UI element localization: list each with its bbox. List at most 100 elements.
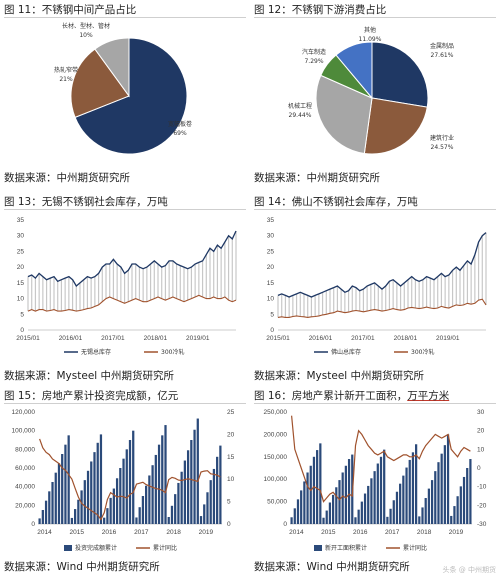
y-tick-label: 60,000 [15, 465, 35, 472]
x-tick-label: 2018 [166, 529, 181, 536]
bar [57, 463, 61, 524]
y-tick-label: 15 [267, 280, 275, 287]
pie-slice [74, 37, 188, 155]
series-line [27, 230, 237, 287]
y2-tick-label: -20 [477, 502, 487, 509]
line-chart: 0 5 10 15 20 25 30 35 2015/01 2016/01 2017/01 2018/… [16, 217, 237, 356]
bar [216, 456, 219, 524]
bar [347, 459, 351, 524]
bar [363, 493, 367, 524]
bar [434, 471, 437, 524]
data-source: 数据来源：Mysteel 中州期货研究所 [4, 370, 175, 382]
bar-line-chart: 0 50,000 100,000 150,000 200,000 250,000 -30 -2… [264, 409, 487, 552]
bar [386, 516, 389, 524]
bar [164, 425, 167, 524]
line-chart: 0 5 10 15 20 25 30 35 2015/01 2016/01 2017/01 2018/… [266, 217, 487, 356]
bar [151, 465, 154, 524]
bar [193, 429, 196, 524]
pie-slice [371, 41, 429, 108]
bar [328, 502, 332, 524]
bar [427, 488, 431, 524]
bar [408, 459, 411, 524]
slice-percent: 21% [59, 76, 73, 83]
legend-label: 佛山总库存 [331, 348, 361, 356]
bar [370, 478, 373, 524]
y-tick-label: 30 [17, 233, 25, 240]
x-tick-label: 2015/01 [16, 335, 40, 342]
y-tick-label: 250,000 [264, 409, 288, 416]
bar [418, 516, 421, 524]
figure-11: 图 11：不锈钢中间产品占比 宽幅板卷 69% 热轧窄带 21% 长材、型材、管材 10%… [4, 0, 246, 184]
figure-15: 图 15：房地产累计投资完成额，亿元 0 20,000 40,000 60,000 80… [4, 386, 246, 576]
bar [99, 434, 103, 524]
y-tick-label: 5 [20, 311, 24, 318]
bar [125, 449, 128, 524]
y2-tick-label: 30 [477, 409, 485, 416]
bar [212, 468, 216, 524]
figure-title: 图 12：不锈钢下游消费占比 [254, 4, 387, 16]
bar [145, 485, 148, 524]
bar [446, 434, 450, 524]
x-tick-label: 2014 [37, 529, 52, 536]
legend-label: 累计同比 [403, 544, 427, 552]
bar [170, 505, 174, 524]
bar [322, 517, 325, 524]
y-tick-label: 20 [267, 264, 275, 271]
y-tick-label: 10 [267, 296, 275, 303]
slice-percent: 11.09% [359, 36, 382, 43]
title-rule [254, 17, 496, 18]
bar [115, 478, 119, 524]
x-tick-label: 2019 [199, 529, 214, 536]
x-tick-label: 2019 [449, 529, 464, 536]
bar [38, 518, 41, 524]
data-source: 数据来源：中州期货研究所 [254, 172, 380, 184]
bar [303, 481, 306, 524]
bar [459, 486, 462, 524]
x-tick-label: 2018/01 [144, 335, 168, 342]
y-tick-label: 10 [17, 296, 25, 303]
x-tick-label: 2016 [353, 529, 368, 536]
bar [335, 487, 338, 524]
x-tick-label: 2015 [70, 529, 85, 536]
series-line [277, 298, 487, 318]
y-tick-label: 20,000 [15, 502, 35, 509]
figure-12: 图 12：不锈钢下游消费占比 金属制品 27.61% 建筑行业 24.57% 机械工程 2… [254, 0, 496, 184]
title-rule [4, 209, 246, 210]
bar [395, 491, 399, 524]
bar [367, 485, 370, 524]
figure-title-unit: 万平方米 [407, 390, 450, 402]
slice-percent: 27.61% [431, 52, 454, 59]
slice-label: 其他 [364, 26, 376, 34]
legend-label: 300冷轧 [411, 348, 434, 356]
slice-label: 宽幅板卷 [168, 120, 192, 128]
bar [456, 496, 459, 524]
bar [190, 440, 193, 524]
y-tick-label: 120,000 [12, 409, 36, 416]
bar [219, 445, 222, 524]
bar [360, 501, 363, 524]
slice-label: 热轧窄带 [54, 66, 78, 74]
bar [440, 453, 443, 524]
bar [466, 468, 469, 524]
bar [402, 475, 405, 524]
slice-label: 金属制品 [430, 42, 454, 50]
y-tick-label: 15 [17, 280, 25, 287]
bar [319, 443, 322, 524]
figure-title: 图 11：不锈钢中间产品占比 [4, 4, 137, 16]
bar [154, 454, 157, 524]
y-tick-label: 20 [17, 264, 25, 271]
y-tick-label: 0 [20, 327, 24, 334]
y-tick-label: 0 [283, 521, 287, 528]
bar [135, 517, 138, 524]
watermark: 头条 @ 中州期货 [442, 566, 496, 574]
slice-percent: 7.29% [304, 58, 323, 65]
series-line [277, 232, 487, 298]
bar [338, 480, 341, 524]
bar [54, 472, 57, 524]
bar [462, 476, 466, 524]
figure-title: 图 15：房地产累计投资完成额，亿元 [4, 390, 179, 402]
bar [183, 460, 187, 524]
bar [206, 492, 209, 524]
pie-slice [94, 37, 130, 98]
bar [64, 444, 67, 524]
